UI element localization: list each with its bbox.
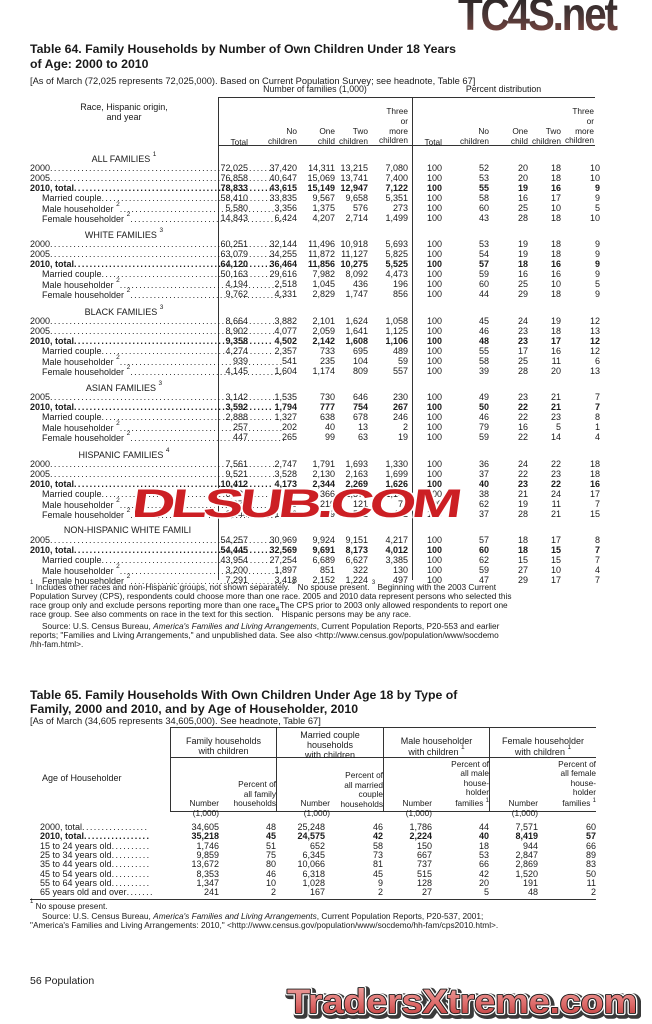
svg-text:DLSUB.COM: DLSUB.COM [135,483,462,526]
svg-text:TC4S.net: TC4S.net [458,0,618,41]
svg-text:TradersXtreme.com: TradersXtreme.com [287,983,637,1021]
